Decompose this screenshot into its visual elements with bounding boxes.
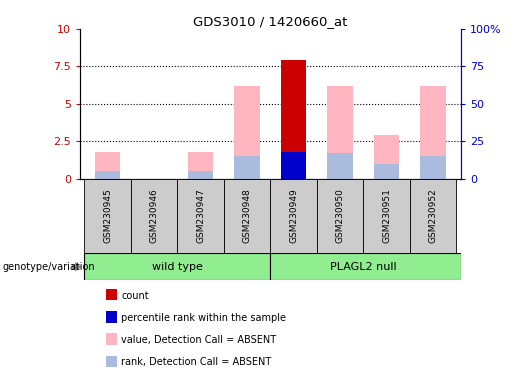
Text: GSM230951: GSM230951 [382, 189, 391, 243]
Bar [317, 179, 363, 253]
Text: rank, Detection Call = ABSENT: rank, Detection Call = ABSENT [121, 358, 271, 367]
Text: GSM230945: GSM230945 [103, 189, 112, 243]
Text: wild type: wild type [152, 262, 203, 272]
Text: genotype/variation: genotype/variation [3, 262, 95, 272]
Bar [281, 60, 306, 179]
Bar [95, 152, 121, 179]
Bar [84, 179, 131, 253]
Text: GSM230949: GSM230949 [289, 189, 298, 243]
Bar [234, 86, 260, 179]
Title: GDS3010 / 1420660_at: GDS3010 / 1420660_at [193, 15, 348, 28]
Bar [410, 179, 456, 253]
Bar [328, 153, 353, 179]
Bar [270, 253, 461, 280]
Bar [374, 164, 399, 179]
Text: GSM230947: GSM230947 [196, 189, 205, 243]
Bar [234, 156, 260, 179]
Text: value, Detection Call = ABSENT: value, Detection Call = ABSENT [121, 335, 276, 345]
Bar [281, 152, 306, 179]
Text: PLAGL2 null: PLAGL2 null [330, 262, 397, 272]
Bar [178, 179, 224, 253]
Bar [420, 156, 446, 179]
Bar [374, 135, 399, 179]
Bar [95, 171, 121, 179]
Text: percentile rank within the sample: percentile rank within the sample [121, 313, 286, 323]
Bar [270, 179, 317, 253]
Text: GSM230952: GSM230952 [428, 189, 438, 243]
Text: GSM230946: GSM230946 [150, 189, 159, 243]
Bar [420, 86, 446, 179]
Bar [131, 179, 178, 253]
Bar [328, 86, 353, 179]
Bar [84, 253, 270, 280]
Bar [188, 171, 213, 179]
Text: GSM230948: GSM230948 [243, 189, 252, 243]
Bar [188, 152, 213, 179]
Text: GSM230950: GSM230950 [336, 189, 345, 243]
Text: count: count [121, 291, 149, 301]
Bar [363, 179, 410, 253]
Bar [224, 179, 270, 253]
